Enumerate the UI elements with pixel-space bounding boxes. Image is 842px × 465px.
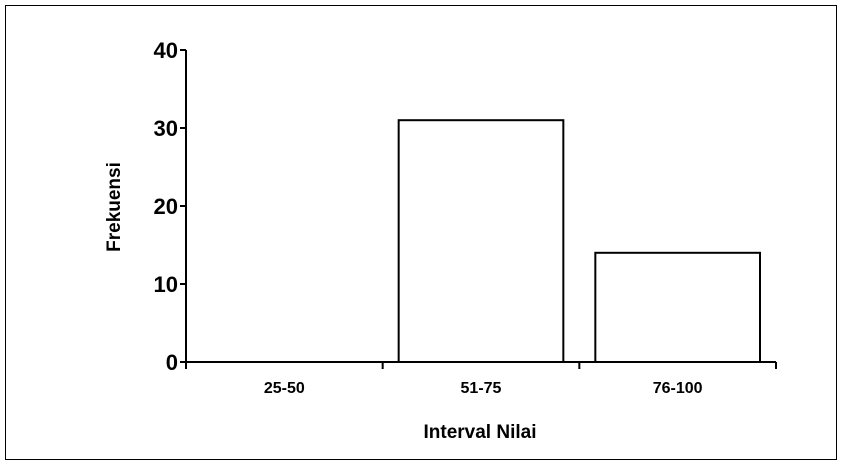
y-tick-label: 20 [154, 194, 178, 219]
y-tick-label: 30 [154, 116, 178, 141]
y-tick-label: 10 [154, 272, 178, 297]
y-axis-title: Frekuensi [104, 162, 125, 252]
x-tick-label: 51-75 [461, 380, 502, 397]
x-tick-label: 25-50 [264, 380, 305, 397]
bars [397, 119, 761, 363]
y-tick-label: 40 [154, 38, 178, 63]
x-tick-label: 76-100 [653, 380, 703, 397]
bar-76-100 [594, 251, 761, 363]
bar-51-75 [397, 119, 565, 363]
y-axis: 0 10 20 30 40 [154, 38, 187, 375]
y-tick-label: 0 [166, 350, 178, 375]
x-axis-title: Interval Nilai [424, 422, 537, 443]
x-axis: 25-50 51-75 76-100 [185, 361, 777, 397]
